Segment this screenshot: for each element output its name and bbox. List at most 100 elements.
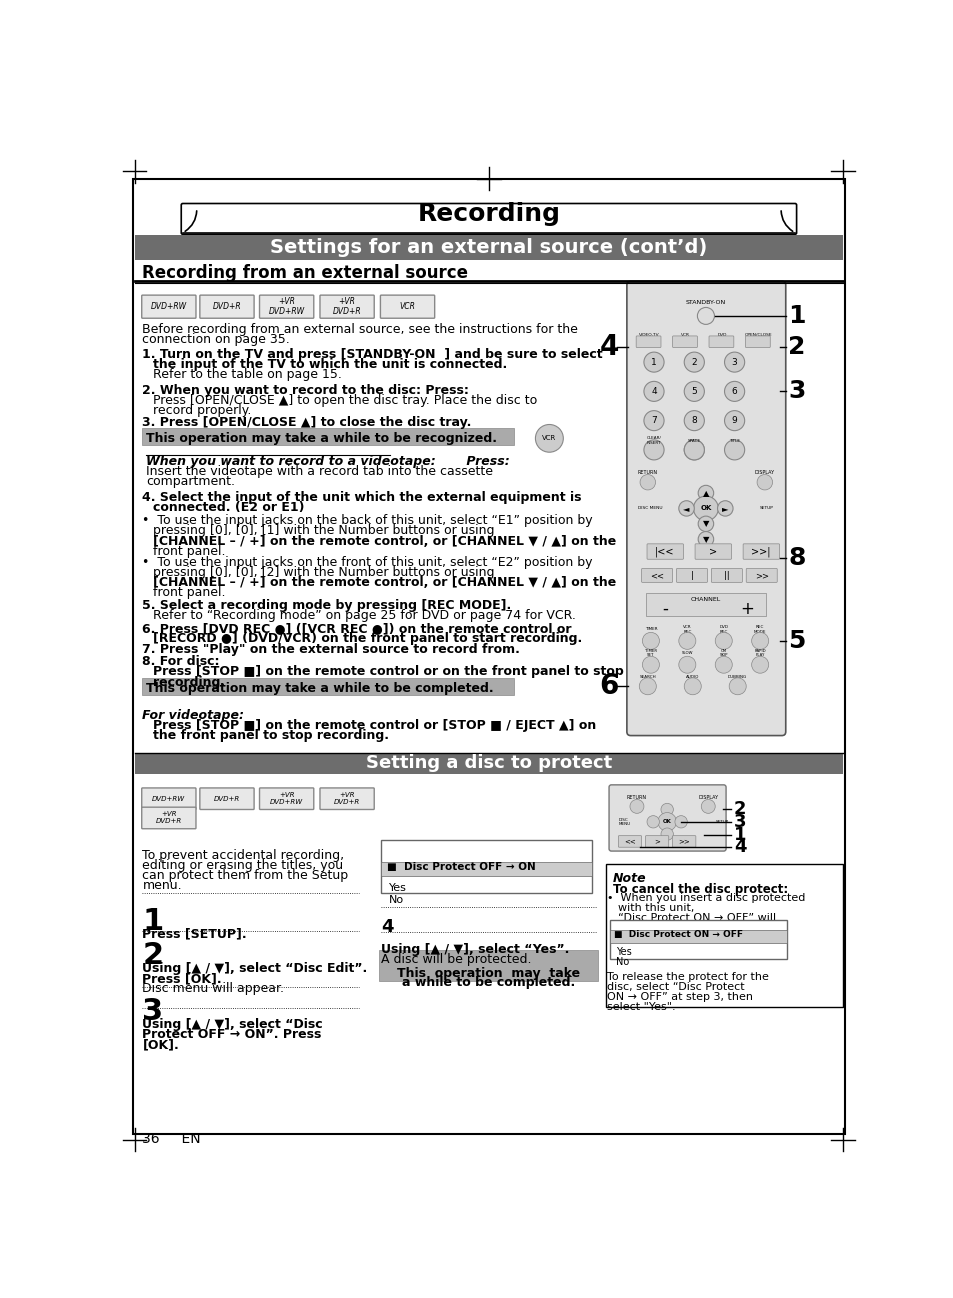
Text: ►: ► [721,504,728,513]
Text: VIDEO-TV: VIDEO-TV [639,334,659,337]
FancyBboxPatch shape [646,544,682,559]
Text: +VR
DVD+R: +VR DVD+R [155,811,182,824]
FancyBboxPatch shape [695,544,731,559]
FancyBboxPatch shape [672,336,697,348]
Text: OK: OK [700,505,711,511]
Text: select "Yes".: select "Yes". [607,1002,676,1012]
FancyBboxPatch shape [641,569,672,583]
Text: TIMER
SET: TIMER SET [644,649,657,658]
Text: TITLE: TITLE [728,439,740,443]
Text: menu.: menu. [142,879,182,892]
Circle shape [698,531,713,546]
Circle shape [717,501,732,517]
Text: Note: Note [612,872,646,885]
Text: 3: 3 [733,813,745,831]
FancyBboxPatch shape [618,836,641,848]
FancyBboxPatch shape [319,295,374,318]
Text: VCR: VCR [399,302,416,312]
Text: TIMER: TIMER [644,627,657,631]
Circle shape [715,657,732,674]
Text: >>: >> [678,839,689,844]
Text: DVD: DVD [717,334,726,337]
Text: CM
SKIP: CM SKIP [719,649,727,658]
Text: Refer to the table on page 15.: Refer to the table on page 15. [152,369,341,382]
Text: -: - [662,600,668,618]
Text: [OK].: [OK]. [142,1038,179,1051]
Text: can protect them from the Setup: can protect them from the Setup [142,868,348,881]
Circle shape [679,501,694,517]
Circle shape [679,657,695,674]
Text: RETURN: RETURN [626,794,646,800]
Circle shape [728,678,745,694]
Text: 7: 7 [651,417,657,426]
Text: compartment.: compartment. [146,475,235,488]
Text: appear instead of "OFF → ON".: appear instead of "OFF → ON". [617,923,787,933]
FancyBboxPatch shape [636,336,660,348]
Text: record properly.: record properly. [152,404,251,417]
Text: When you want to record to a videotape:       Press:: When you want to record to a videotape: … [146,454,510,467]
Text: This operation may take a while to be completed.: This operation may take a while to be co… [146,683,494,696]
FancyBboxPatch shape [742,544,779,559]
FancyBboxPatch shape [676,569,707,583]
Bar [378,950,598,981]
Text: Using [▲ / ▼], select “Disc: Using [▲ / ▼], select “Disc [142,1018,323,1031]
Bar [134,753,842,774]
Text: connected. (E2 or E1): connected. (E2 or E1) [152,501,304,514]
Text: Setting a disc to protect: Setting a disc to protect [365,754,612,772]
Text: DVD+RW: DVD+RW [152,796,185,802]
Circle shape [723,382,744,401]
Text: 5: 5 [787,628,804,653]
Text: 2: 2 [142,941,164,970]
Bar [142,678,514,694]
Text: SPACE: SPACE [687,439,700,443]
Text: +VR
DVD+R: +VR DVD+R [333,297,361,317]
Text: DISPLAY: DISPLAY [698,794,718,800]
Circle shape [660,803,673,815]
Text: +VR
DVD+RW: +VR DVD+RW [269,297,304,317]
Text: [CHANNEL – / +] on the remote control, or [CHANNEL ▼ / ▲] on the: [CHANNEL – / +] on the remote control, o… [152,576,616,589]
Circle shape [751,632,768,649]
Text: SEARCH: SEARCH [639,675,656,679]
Text: Using [▲ / ▼], select “Yes”.: Using [▲ / ▼], select “Yes”. [381,944,569,957]
Text: ■  Disc Protect ON → OFF: ■ Disc Protect ON → OFF [614,931,742,940]
Text: 1: 1 [651,358,657,366]
Text: 1: 1 [142,906,164,936]
Text: DISC MENU: DISC MENU [638,506,662,510]
Text: 1: 1 [787,304,804,328]
Text: 1: 1 [733,826,745,844]
Text: OK: OK [662,819,671,824]
Circle shape [643,382,663,401]
Text: 7. Press "Play" on the external source to record from.: 7. Press "Play" on the external source t… [142,644,519,657]
Text: front panel.: front panel. [152,587,225,600]
Text: +VR
DVD+RW: +VR DVD+RW [270,792,303,805]
Text: Using [▲ / ▼], select “Disc Edit”.: Using [▲ / ▼], select “Disc Edit”. [142,962,367,975]
Text: Confirmation window will appear.: Confirmation window will appear. [382,849,590,862]
Circle shape [683,678,700,694]
Text: •  To use the input jacks on the front of this unit, select “E2” position by: • To use the input jacks on the front of… [142,556,593,569]
Text: DUBBING: DUBBING [727,675,746,679]
Circle shape [683,440,703,459]
Text: •  To use the input jacks on the back of this unit, select “E1” position by: • To use the input jacks on the back of … [142,514,593,527]
Text: 4: 4 [598,332,618,361]
Text: pressing [0], [0], [1] with the Number buttons or using: pressing [0], [0], [1] with the Number b… [152,524,494,537]
Text: disc, select “Disc Protect: disc, select “Disc Protect [607,983,744,992]
FancyBboxPatch shape [142,295,195,318]
Circle shape [715,632,732,649]
Text: DVD+R: DVD+R [213,302,241,312]
FancyBboxPatch shape [708,336,733,348]
Circle shape [660,828,673,840]
Circle shape [683,440,703,459]
FancyBboxPatch shape [626,282,785,736]
Text: pressing [0], [0], [2] with the Number buttons or using: pressing [0], [0], [2] with the Number b… [152,566,494,579]
Bar [605,864,842,1007]
Text: No: No [616,958,629,967]
Text: 4: 4 [381,918,394,936]
Text: RAPID
PLAY: RAPID PLAY [754,649,765,658]
Text: 5. Select a recording mode by pressing [REC MODE].: 5. Select a recording mode by pressing [… [142,598,511,611]
Text: Recording: Recording [417,201,559,226]
FancyBboxPatch shape [181,204,796,235]
FancyBboxPatch shape [608,785,725,851]
Text: AUDIO: AUDIO [685,675,699,679]
FancyBboxPatch shape [259,788,314,810]
Text: connection on page 35.: connection on page 35. [142,332,290,345]
